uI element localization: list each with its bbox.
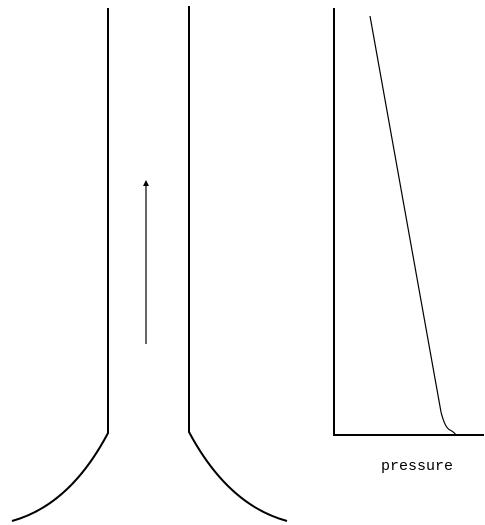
pipe-right-wall (188, 6, 288, 522)
pipe-left-wall (11, 8, 109, 522)
pressure-curve (369, 15, 457, 436)
x-axis-label: pressure (381, 458, 453, 475)
